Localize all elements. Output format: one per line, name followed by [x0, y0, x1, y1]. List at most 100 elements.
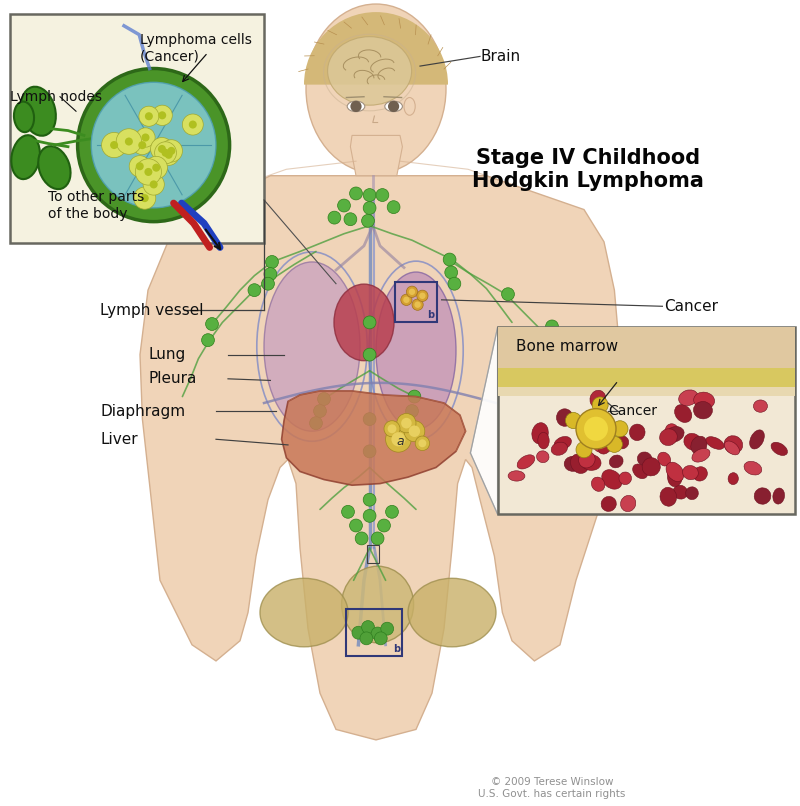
- Ellipse shape: [260, 579, 348, 646]
- Circle shape: [408, 390, 421, 403]
- Circle shape: [371, 532, 384, 545]
- Circle shape: [566, 413, 582, 429]
- Circle shape: [248, 284, 261, 297]
- Circle shape: [362, 621, 374, 634]
- Circle shape: [374, 632, 387, 645]
- Ellipse shape: [621, 496, 636, 512]
- Circle shape: [150, 138, 174, 160]
- Circle shape: [102, 132, 126, 158]
- Ellipse shape: [660, 488, 677, 506]
- Circle shape: [129, 156, 150, 177]
- Ellipse shape: [692, 448, 710, 462]
- Ellipse shape: [724, 436, 742, 454]
- Circle shape: [381, 622, 394, 635]
- Circle shape: [363, 348, 376, 361]
- Circle shape: [167, 147, 175, 155]
- Circle shape: [158, 144, 179, 165]
- Ellipse shape: [11, 135, 40, 179]
- Ellipse shape: [602, 470, 622, 489]
- Circle shape: [363, 413, 376, 426]
- Circle shape: [142, 134, 150, 142]
- Bar: [10, 14, 264, 243]
- Circle shape: [350, 187, 362, 200]
- Ellipse shape: [682, 466, 698, 480]
- Circle shape: [592, 397, 608, 413]
- Text: Lung: Lung: [148, 347, 186, 362]
- Ellipse shape: [589, 426, 605, 442]
- Circle shape: [362, 214, 374, 227]
- Ellipse shape: [665, 426, 684, 442]
- Ellipse shape: [633, 464, 648, 479]
- Text: Lymphoma cells
(Cancer): Lymphoma cells (Cancer): [140, 33, 252, 64]
- Ellipse shape: [728, 472, 738, 484]
- Circle shape: [141, 194, 149, 202]
- Circle shape: [182, 114, 203, 135]
- Ellipse shape: [750, 430, 764, 449]
- Circle shape: [314, 405, 326, 418]
- Ellipse shape: [690, 436, 707, 454]
- Ellipse shape: [642, 458, 660, 476]
- Ellipse shape: [601, 496, 616, 511]
- Ellipse shape: [564, 456, 582, 472]
- Ellipse shape: [594, 438, 611, 453]
- Circle shape: [409, 289, 415, 295]
- Circle shape: [363, 316, 376, 329]
- Ellipse shape: [660, 429, 678, 446]
- Circle shape: [443, 253, 456, 266]
- Text: To other parts
of the body: To other parts of the body: [48, 190, 144, 221]
- Ellipse shape: [14, 102, 34, 132]
- Ellipse shape: [581, 455, 601, 471]
- Text: a: a: [396, 435, 404, 448]
- Circle shape: [344, 213, 357, 226]
- Bar: [395, 282, 437, 322]
- Circle shape: [206, 318, 218, 330]
- Text: Cancer: Cancer: [608, 404, 657, 418]
- Ellipse shape: [570, 454, 589, 473]
- Circle shape: [360, 632, 373, 645]
- Circle shape: [606, 436, 622, 452]
- Ellipse shape: [404, 98, 415, 115]
- Circle shape: [384, 421, 400, 437]
- Text: Liver: Liver: [100, 432, 138, 447]
- Circle shape: [406, 405, 418, 418]
- Circle shape: [150, 181, 158, 189]
- Ellipse shape: [385, 102, 402, 112]
- Ellipse shape: [306, 4, 446, 173]
- Text: Diaphragm: Diaphragm: [100, 404, 185, 418]
- Circle shape: [417, 290, 428, 301]
- Circle shape: [409, 426, 420, 437]
- Circle shape: [363, 202, 376, 214]
- Circle shape: [139, 106, 159, 127]
- Ellipse shape: [667, 465, 682, 487]
- Circle shape: [145, 112, 153, 120]
- Circle shape: [138, 141, 146, 149]
- Circle shape: [133, 135, 152, 155]
- Ellipse shape: [537, 451, 549, 463]
- Circle shape: [415, 436, 430, 451]
- Ellipse shape: [694, 401, 713, 419]
- Circle shape: [406, 286, 418, 297]
- Ellipse shape: [686, 487, 698, 500]
- Circle shape: [350, 101, 362, 112]
- Polygon shape: [282, 391, 466, 485]
- Ellipse shape: [517, 455, 534, 469]
- Ellipse shape: [678, 390, 698, 405]
- Circle shape: [350, 519, 362, 532]
- Circle shape: [145, 156, 167, 179]
- Ellipse shape: [21, 87, 56, 135]
- Circle shape: [91, 82, 216, 208]
- Circle shape: [388, 424, 397, 434]
- Circle shape: [502, 288, 514, 301]
- Circle shape: [160, 139, 182, 162]
- Circle shape: [310, 417, 322, 430]
- Text: b: b: [393, 644, 400, 654]
- Ellipse shape: [264, 262, 360, 431]
- Circle shape: [397, 413, 416, 433]
- Circle shape: [403, 297, 410, 303]
- Ellipse shape: [591, 477, 605, 492]
- Ellipse shape: [551, 442, 567, 455]
- Circle shape: [363, 189, 376, 202]
- Ellipse shape: [615, 436, 629, 449]
- Circle shape: [135, 159, 162, 185]
- Circle shape: [152, 164, 160, 172]
